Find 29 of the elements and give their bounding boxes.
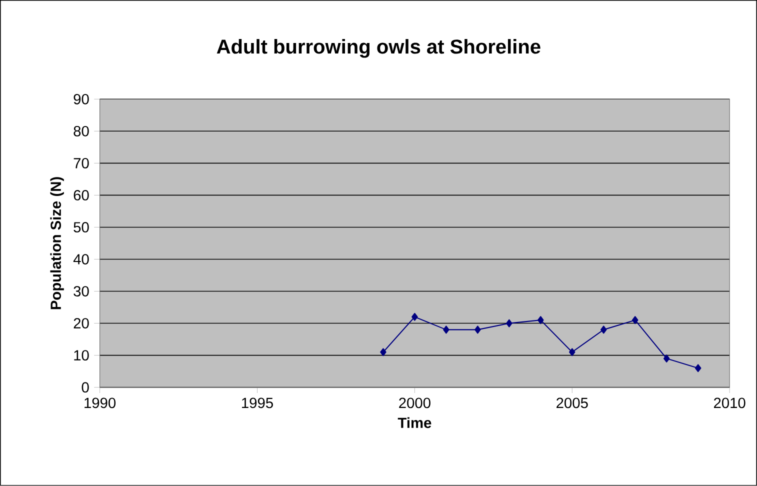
point <box>412 312 418 321</box>
y-tick-label: 60 <box>74 190 89 200</box>
y-tick-label: 30 <box>74 286 89 297</box>
y-tick-label: 20 <box>74 318 89 329</box>
y-tick-label: 10 <box>74 350 89 361</box>
point <box>600 326 607 334</box>
y-tick-label: 0 <box>82 382 89 393</box>
point <box>506 319 512 328</box>
x-tick-label: 1995 <box>242 398 273 408</box>
point <box>694 364 702 372</box>
point <box>663 354 670 363</box>
y-tick-label: 40 <box>73 254 89 265</box>
point <box>474 326 481 334</box>
y-axis-title: Population Size (N) <box>50 177 64 310</box>
y-tick-label: 70 <box>74 158 89 168</box>
chart-title: Adult burrowing owls at Shoreline <box>216 39 540 58</box>
x-axis-title: Time <box>398 417 432 428</box>
point <box>443 326 450 334</box>
x-tick-label: 2010 <box>714 398 746 408</box>
point <box>538 316 544 324</box>
y-tick-label: 90 <box>74 94 89 104</box>
y-tick-label: 80 <box>74 126 89 136</box>
x-tick-label: 1990 <box>84 398 116 408</box>
point <box>380 348 386 356</box>
x-tick-label: 2005 <box>556 398 588 408</box>
point <box>632 316 638 324</box>
point <box>569 348 576 356</box>
x-tick-label: 2000 <box>399 398 430 408</box>
y-tick-label: 50 <box>74 222 89 233</box>
